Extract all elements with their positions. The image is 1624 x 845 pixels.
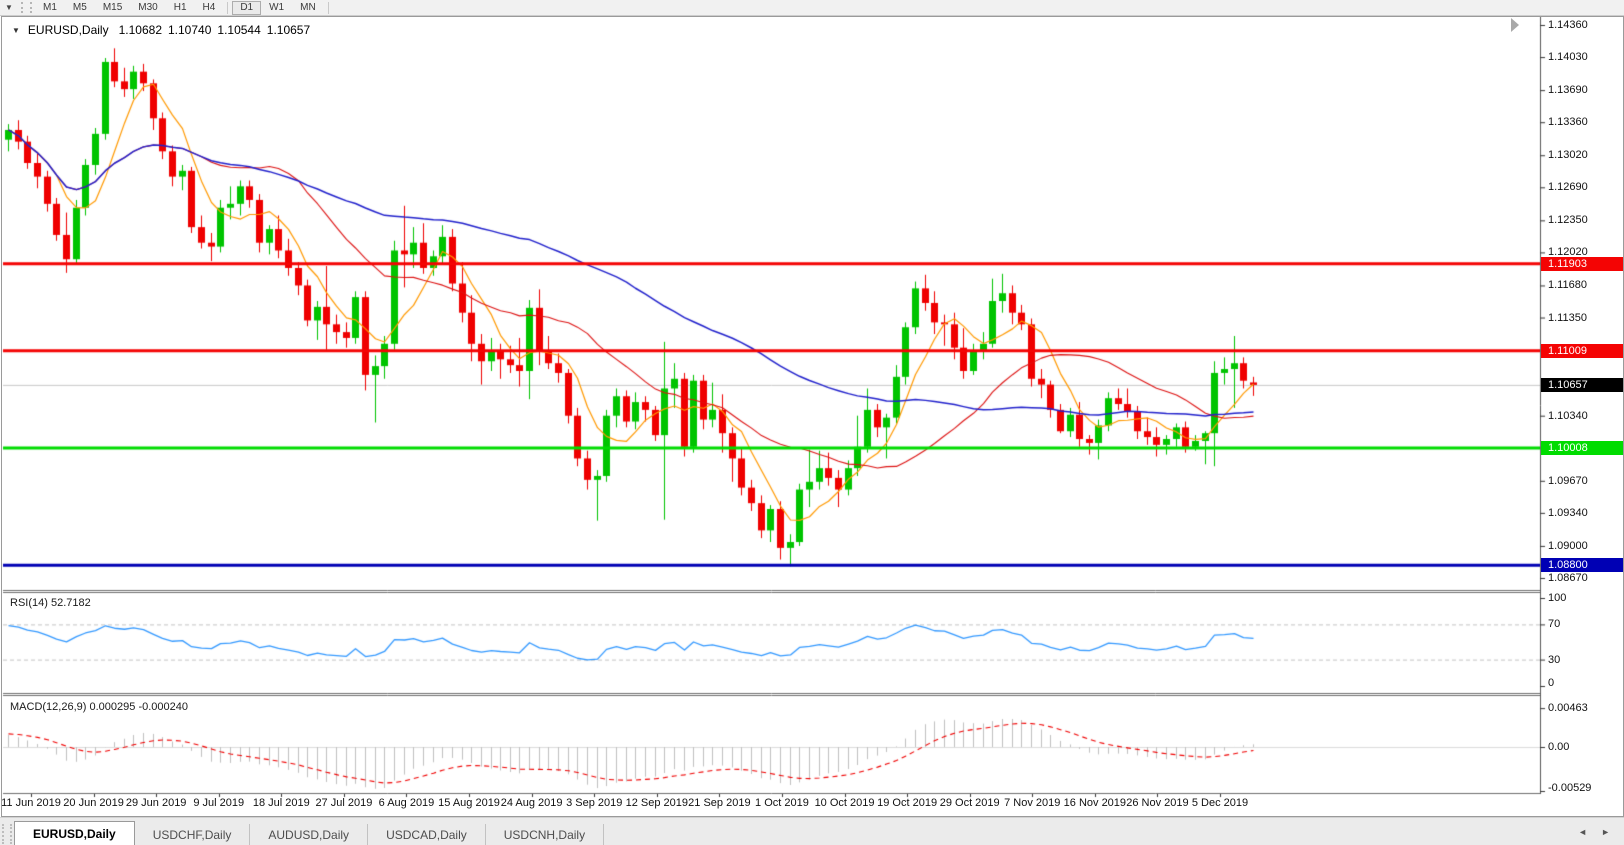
price-tick-label: 1.13360 xyxy=(1548,116,1588,129)
price-tick-label: 1.12350 xyxy=(1548,214,1588,227)
price-tick-label: 1.09000 xyxy=(1548,539,1588,552)
rsi-tick-label: 100 xyxy=(1548,592,1567,604)
date-tick-label: 3 Sep 2019 xyxy=(566,797,623,809)
timeframe-toolbar: ▼ M1 M5 M15 M30 H1 H4 D1 W1 MN xyxy=(0,0,1624,16)
price-tick-label: 1.14360 xyxy=(1548,19,1588,31)
date-tick-label: 19 Oct 2019 xyxy=(877,797,938,809)
toolbar-grip[interactable] xyxy=(21,2,32,13)
hline-price-label: 1.11009 xyxy=(1541,343,1623,358)
timeframe-button-w1[interactable]: W1 xyxy=(269,1,285,13)
price-axis[interactable]: 1.14360 1.14030 1.13690 1.13360 1.13020 1.126… xyxy=(1541,17,1623,816)
price-tick-label: 1.11350 xyxy=(1548,311,1587,324)
price-tick-label: 1.13020 xyxy=(1548,149,1588,162)
toolbar-separator xyxy=(227,1,229,14)
price-tick-label: 1.11680 xyxy=(1548,279,1587,292)
date-tick-label: 20 Jun 2019 xyxy=(63,797,124,809)
timeframe-button-m5[interactable]: M5 xyxy=(72,1,87,13)
macd-tick-label: 0.00 xyxy=(1548,741,1570,753)
chevron-down-icon[interactable]: ▼ xyxy=(5,3,13,12)
chart-window: ▼ EURUSD,Daily 1.10682 1.10740 1.10544 1… xyxy=(1,16,1624,817)
price-tick-label: 1.12020 xyxy=(1548,246,1588,259)
chart-tab-usdcad[interactable]: USDCAD,Daily xyxy=(368,824,486,845)
timeframe-buttons: M1 M5 M15 M30 H1 H4 D1 W1 MN xyxy=(35,0,324,15)
timeframe-button-mn[interactable]: MN xyxy=(300,1,316,13)
chart-title: ▼ EURUSD,Daily 1.10682 1.10740 1.10544 1… xyxy=(12,23,310,37)
ohlc-open: 1.10682 xyxy=(118,23,162,37)
date-tick-label: 5 Dec 2019 xyxy=(1191,797,1249,809)
date-tick-label: 26 Nov 2019 xyxy=(1126,797,1189,809)
date-tick-label: 11 Jun 2019 xyxy=(1,797,61,809)
date-tick-label: 7 Nov 2019 xyxy=(1004,797,1061,809)
date-axis[interactable]: 11 Jun 2019 20 Jun 2019 29 Jun 2019 9 Jul 2… xyxy=(1,797,1540,813)
date-tick-label: 9 Jul 2019 xyxy=(193,797,245,809)
rsi-value: 52.7182 xyxy=(50,597,91,609)
price-tick-label: 1.09340 xyxy=(1548,506,1588,519)
chevron-down-icon[interactable]: ▼ xyxy=(12,25,20,35)
price-tick-label: 1.09670 xyxy=(1548,474,1588,487)
chart-tab-usdchf[interactable]: USDCHF,Daily xyxy=(135,824,251,845)
tab-scroll-arrows: ◄ ► xyxy=(1578,827,1624,837)
timeframe-button-m1[interactable]: M1 xyxy=(43,1,57,13)
chart-tab-audusd[interactable]: AUDUSD,Daily xyxy=(250,824,369,845)
chart-tab-eurusd[interactable]: EURUSD,Daily xyxy=(14,821,135,845)
current-price-label: 1.10657 xyxy=(1541,377,1623,392)
chart-tab-bar: EURUSD,Daily USDCHF,Daily AUDUSD,Daily USDC… xyxy=(0,817,1624,845)
timeframe-button-d1[interactable]: D1 xyxy=(232,0,262,15)
macd-signal-value: -0.000240 xyxy=(138,701,188,713)
date-tick-label: 6 Aug 2019 xyxy=(378,797,435,809)
rsi-indicator-label: RSI(14) 52.7182 xyxy=(10,597,91,609)
macd-indicator-label: MACD(12,26,9) 0.000295 -0.000240 xyxy=(10,701,188,713)
timeframe-button-m30[interactable]: M30 xyxy=(138,1,158,13)
timeframe-button-h4[interactable]: H4 xyxy=(202,1,216,13)
date-tick-label: 18 Jul 2019 xyxy=(252,797,310,809)
date-tick-label: 16 Nov 2019 xyxy=(1063,797,1127,809)
scroll-to-end-marker[interactable] xyxy=(1511,18,1519,32)
date-tick-label: 29 Oct 2019 xyxy=(939,797,1000,809)
date-tick-label: 27 Jul 2019 xyxy=(315,797,373,809)
symbol-period-label: EURUSD,Daily xyxy=(27,23,109,37)
chart-tab-usdcnh[interactable]: USDCNH,Daily xyxy=(486,824,605,845)
price-tick-label: 1.14030 xyxy=(1548,51,1588,64)
price-tick-label: 1.12690 xyxy=(1548,181,1588,194)
date-tick-label: 24 Aug 2019 xyxy=(500,797,563,809)
hline-price-label: 1.08800 xyxy=(1541,558,1623,573)
date-tick-label: 21 Sep 2019 xyxy=(688,797,751,809)
price-tick-label: 1.08670 xyxy=(1548,571,1588,584)
tabs-container: EURUSD,Daily USDCHF,Daily AUDUSD,Daily USDC… xyxy=(14,821,605,845)
rsi-tick-label: 70 xyxy=(1548,618,1561,631)
scroll-right-icon[interactable]: ► xyxy=(1601,827,1610,837)
macd-tick-label: -0.00529 xyxy=(1548,782,1592,794)
timeframe-button-m15[interactable]: M15 xyxy=(102,1,123,13)
rsi-tick-label: 30 xyxy=(1548,653,1561,666)
date-tick-label: 1 Oct 2019 xyxy=(755,797,809,809)
ohlc-close: 1.10657 xyxy=(266,23,311,37)
scroll-left-icon[interactable]: ◄ xyxy=(1578,827,1588,837)
macd-tick-label: 0.00463 xyxy=(1548,702,1588,715)
date-tick-label: 12 Sep 2019 xyxy=(625,797,688,809)
macd-main-value: 0.000295 xyxy=(89,701,136,713)
date-tick-label: 15 Aug 2019 xyxy=(438,797,500,809)
hline-price-label: 1.10008 xyxy=(1541,440,1623,455)
date-tick-label: 10 Oct 2019 xyxy=(814,797,875,809)
chart-canvas[interactable] xyxy=(2,17,1623,816)
toolbar-separator xyxy=(327,1,329,14)
hline-price-label: 1.11903 xyxy=(1541,256,1623,271)
price-tick-label: 1.13690 xyxy=(1548,84,1588,97)
price-tick-label: 1.10340 xyxy=(1548,409,1588,422)
rsi-tick-label: 0 xyxy=(1548,677,1555,689)
ohlc-high: 1.10740 xyxy=(168,23,212,37)
date-tick-label: 29 Jun 2019 xyxy=(125,797,187,809)
timeframe-button-h1[interactable]: H1 xyxy=(173,1,187,13)
ohlc-low: 1.10544 xyxy=(217,23,261,37)
tabbar-grip xyxy=(2,824,12,844)
